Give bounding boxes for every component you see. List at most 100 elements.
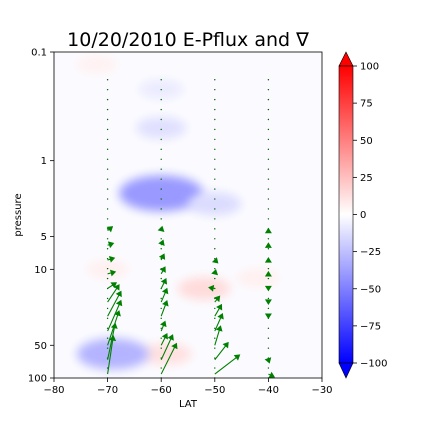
grid-dot [160, 307, 162, 310]
grid-dot [160, 158, 162, 160]
y-tick-label: 50 [34, 341, 47, 352]
grid-dot [106, 118, 109, 121]
flux-arrow [107, 241, 115, 249]
grid-dot [267, 347, 270, 349]
colorbar-tick-label: 75 [360, 99, 373, 110]
grid-dot [106, 79, 109, 81]
grid-dot [214, 98, 216, 101]
grid-dot [214, 158, 216, 160]
x-tick-label: −30 [311, 385, 332, 396]
flux-arrow [160, 287, 169, 303]
flux-arrow [159, 266, 166, 275]
flux-arrow [264, 270, 272, 277]
colorbar-tick-label: 100 [360, 62, 379, 73]
colorbar-body [338, 65, 354, 364]
colorbar-tick-label: 25 [360, 173, 373, 184]
grid-dot [160, 108, 162, 111]
grid-dot [214, 317, 216, 320]
flux-arrow [264, 357, 272, 364]
grid-dot [267, 148, 270, 151]
flux-arrow [211, 269, 219, 276]
plot-background [54, 52, 322, 378]
grid-dot [267, 88, 270, 91]
grid-dot [160, 118, 162, 121]
grid-dot [267, 238, 270, 240]
grid-dot [106, 327, 109, 329]
grid-dot [214, 138, 216, 141]
grid-dot [214, 337, 216, 339]
grid-dot [267, 337, 270, 339]
flux-arrow [214, 313, 224, 332]
flux-arrow [107, 282, 118, 289]
colorbar-tick-label: −75 [360, 321, 381, 332]
grid-dot [106, 238, 109, 240]
x-axis: −80 −70 −60 −50 −40 −30 [43, 378, 333, 396]
grid-dot [106, 208, 109, 210]
grid-dot [106, 277, 109, 280]
grid-dot [106, 218, 109, 220]
grid-dot [214, 168, 216, 170]
flux-arrow [107, 322, 118, 360]
plot-frame [53, 51, 323, 379]
x-axis-label: LAT [179, 399, 198, 410]
grid-dot [160, 208, 162, 210]
flux-arrow [107, 335, 117, 375]
flux-arrow [264, 227, 272, 234]
grid-dot [160, 367, 162, 369]
grid-dot [267, 267, 270, 270]
flux-arrow [107, 310, 121, 346]
y-tick-label: 1 [41, 156, 47, 167]
grid-dot [267, 188, 270, 190]
grid-dot [106, 158, 109, 160]
colorbar-tick-label: 0 [360, 210, 366, 221]
grid-dot [106, 248, 109, 250]
divergence-blob-9 [75, 55, 118, 74]
grid-dot [106, 347, 109, 349]
colorbar-extend-top [338, 51, 354, 67]
flux-arrow [214, 325, 223, 346]
x-tick-label: −70 [97, 385, 118, 396]
grid-dot [214, 267, 216, 270]
divergence-contours [75, 55, 280, 370]
grid-dot [106, 297, 109, 300]
grid-dot [160, 98, 162, 101]
flux-arrow [211, 257, 219, 264]
divergence-blob-3 [188, 192, 242, 216]
flux-arrow [214, 354, 241, 375]
grid-dot [214, 307, 216, 310]
grid-dot [214, 238, 216, 240]
flux-arrow [160, 300, 169, 317]
grid-dot [214, 367, 216, 369]
flux-arrow [160, 332, 168, 346]
grid-dot [267, 307, 270, 310]
grid-dot [160, 297, 162, 300]
divergence-blob-5 [177, 276, 231, 300]
x-tick-label: −60 [151, 385, 172, 396]
grid-dot [214, 118, 216, 121]
grid-dot [214, 79, 216, 81]
grid-dot [106, 168, 109, 170]
grid-dot [214, 248, 216, 250]
grid-dot [267, 248, 270, 250]
grid-dot [267, 98, 270, 101]
grid-dot [160, 347, 162, 349]
grid-dot [214, 108, 216, 111]
colorbar-ticks: 100 75 50 25 0 −25 −50 −75 −100 [353, 62, 387, 370]
flux-arrow [160, 342, 178, 375]
grid-dot [214, 198, 216, 200]
grid-dot [160, 327, 162, 329]
colorbar-tick-label: 50 [360, 136, 373, 147]
flux-arrow [107, 299, 123, 332]
flux-arrow [107, 284, 120, 303]
grid-dot [267, 218, 270, 220]
flux-arrow [264, 285, 272, 292]
divergence-blob-7 [141, 342, 192, 365]
grid-dot [267, 327, 270, 329]
flux-arrow [264, 313, 272, 320]
flux-arrow [213, 295, 221, 303]
grid-dot [267, 367, 270, 369]
flux-arrow [107, 269, 117, 277]
x-tick-label: −80 [43, 385, 64, 396]
grid-dot [214, 347, 216, 349]
grid-dot [106, 257, 109, 260]
